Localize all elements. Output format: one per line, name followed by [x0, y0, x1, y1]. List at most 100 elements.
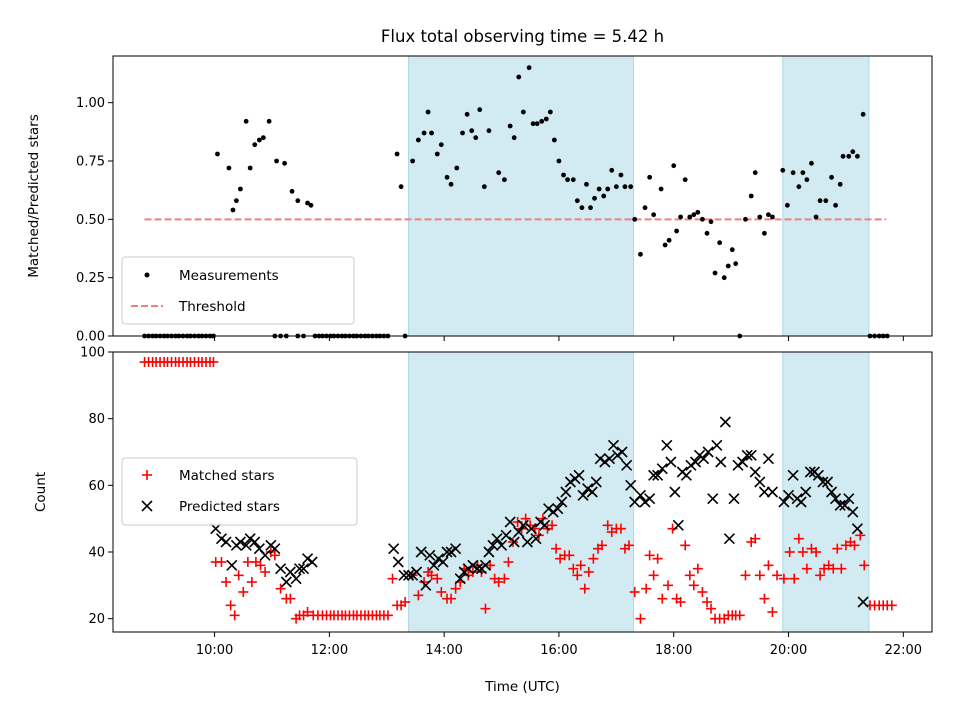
- x-stroke-b: [741, 449, 753, 461]
- matched-star-point: [706, 603, 717, 614]
- matched-star-point: [221, 577, 232, 587]
- measurement-point: [238, 186, 243, 192]
- matched-star-point: [208, 357, 219, 367]
- shaded-span: [408, 55, 635, 337]
- measurement-point: [308, 202, 314, 208]
- top-axes-frame: [112, 55, 933, 337]
- y-tick-label: 1.00: [76, 96, 105, 111]
- x-stroke-b: [573, 469, 585, 481]
- measurement-point: [609, 167, 615, 173]
- measurement-point: [748, 193, 754, 199]
- x-stroke-b: [226, 559, 238, 571]
- shaded-span: [782, 55, 870, 337]
- legend-cross: [141, 500, 153, 512]
- predicted-star-point: [556, 496, 568, 508]
- matched-star-point: [629, 587, 640, 597]
- x-stroke-b: [479, 559, 492, 571]
- matched-star-point: [763, 560, 774, 571]
- measurement-point: [282, 160, 288, 166]
- matched-star-point: [801, 563, 812, 574]
- predicted-star-point: [644, 493, 656, 505]
- measurement-point: [481, 184, 487, 190]
- x-stroke-b: [508, 536, 520, 548]
- predicted-star-point: [685, 459, 697, 471]
- predicted-star-point: [795, 496, 807, 508]
- x-stroke-b: [483, 546, 495, 558]
- measurement-point: [687, 214, 693, 220]
- x-tick-label: 18:00: [655, 643, 692, 658]
- predicted-star-point: [821, 476, 834, 488]
- measurement-point: [565, 177, 570, 183]
- x-stroke-b: [672, 519, 684, 531]
- matched-star-point: [225, 600, 236, 611]
- predicted-star-point: [639, 496, 651, 508]
- predicted-star-point: [297, 563, 310, 575]
- matched-star-point: [269, 550, 280, 561]
- matched-star-point: [750, 533, 761, 544]
- predicted-star-point: [599, 456, 611, 468]
- x-stroke-b: [441, 546, 453, 558]
- measurement-point: [813, 214, 819, 220]
- measurement-point: [233, 198, 239, 204]
- x-stroke-b: [754, 476, 766, 488]
- bottom-legend: Matched stars Predicted stars: [121, 457, 358, 526]
- measurement-point: [579, 205, 585, 211]
- measurement-point: [415, 137, 421, 143]
- x-stroke-b: [290, 573, 302, 585]
- measurement-point: [256, 137, 262, 143]
- predicted-star-point: [723, 533, 735, 545]
- predicted-star-point: [851, 523, 863, 535]
- measurement-point: [671, 163, 677, 169]
- measurement-point: [605, 186, 611, 192]
- measurement-point: [757, 214, 763, 220]
- legend-marker-measurements: [144, 272, 150, 278]
- x-stroke-b: [669, 486, 681, 498]
- predicted-star-point: [560, 486, 572, 498]
- measurement-point: [628, 184, 634, 190]
- x-stroke-b: [611, 449, 624, 461]
- predicted-star-point: [825, 486, 838, 498]
- predicted-star-point: [517, 519, 529, 531]
- predicted-star-point: [301, 553, 314, 565]
- predicted-star-point: [669, 486, 681, 498]
- predicted-star-point: [711, 439, 723, 451]
- matched-star-point: [697, 587, 708, 597]
- matched-star-point: [508, 537, 519, 547]
- matched-star-point: [859, 560, 870, 571]
- predicted-star-point: [280, 576, 292, 588]
- measurement-point: [766, 212, 771, 218]
- predicted-star-point: [508, 536, 520, 548]
- bottom-x-ticks: 10:00 12:00 14:00 16:00 18:00 20:00 22:00: [196, 632, 922, 658]
- x-stroke-b: [284, 566, 296, 578]
- legend-label-matched: Matched stars: [179, 468, 275, 484]
- measurement-point: [596, 186, 602, 192]
- predicted-star-point: [275, 563, 287, 575]
- bottom-y-ticks: 20 40 60 80 100: [80, 346, 113, 627]
- matched-star-point: [602, 520, 613, 531]
- predicted-star-point: [432, 553, 444, 565]
- predicted-star-point: [411, 566, 423, 578]
- x-stroke-b: [415, 546, 427, 558]
- measurement-point: [804, 177, 810, 183]
- measurement-point: [473, 135, 479, 141]
- predicted-star-point: [698, 453, 710, 465]
- predicted-star-point: [804, 466, 816, 478]
- matched-star-point: [692, 563, 703, 574]
- matched-star-point: [635, 613, 646, 624]
- measurement-point: [682, 177, 688, 183]
- x-stroke-b: [843, 493, 855, 505]
- predicted-star-point: [847, 506, 859, 518]
- matched-star-point: [387, 573, 398, 584]
- measurement-point: [556, 158, 562, 164]
- y-tick-label: 0.00: [76, 330, 105, 345]
- x-stroke-b: [737, 456, 749, 468]
- predicted-star-point: [834, 499, 846, 511]
- measurement-point: [704, 230, 710, 236]
- predicted-star-point: [539, 519, 551, 531]
- x-stroke-b: [758, 486, 770, 498]
- matched-star-point: [436, 587, 447, 597]
- x-stroke-b: [564, 476, 576, 488]
- x-stroke-b: [240, 539, 252, 551]
- predicted-star-point: [817, 476, 829, 488]
- measurement-point: [570, 177, 576, 183]
